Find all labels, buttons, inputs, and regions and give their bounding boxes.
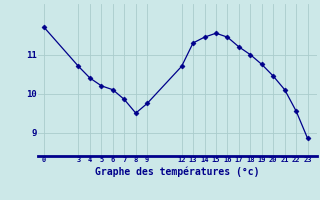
X-axis label: Graphe des températures (°c): Graphe des températures (°c) bbox=[95, 166, 260, 177]
